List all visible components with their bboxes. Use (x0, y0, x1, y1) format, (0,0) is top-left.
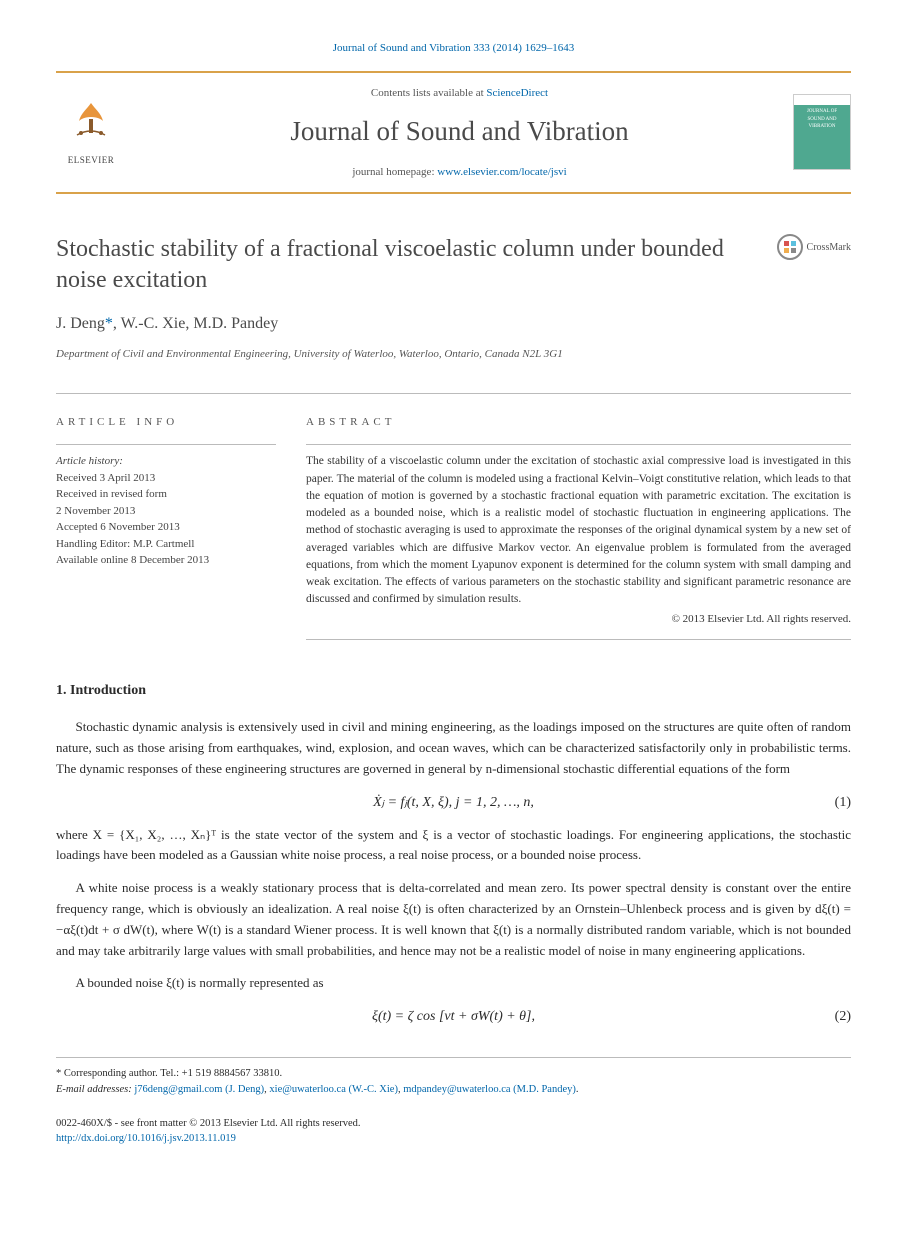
equation-2: ξ(t) = ζ cos [νt + σW(t) + θ], (2) (56, 1006, 851, 1027)
eq1-body: Ẋⱼ = fⱼ(t, X, ξ), j = 1, 2, …, n, (373, 795, 534, 810)
history-received: Received 3 April 2013 (56, 470, 276, 487)
doi-link[interactable]: http://dx.doi.org/10.1016/j.jsv.2013.11.… (56, 1133, 236, 1144)
article-info-heading: ARTICLE INFO (56, 414, 276, 431)
history-revised-2: 2 November 2013 (56, 503, 276, 520)
contents-line: Contents lists available at ScienceDirec… (136, 85, 783, 102)
cover-label: JOURNAL OF SOUND AND VIBRATION (798, 108, 846, 131)
contents-prefix: Contents lists available at (371, 87, 486, 99)
elsevier-tree-icon (67, 97, 115, 145)
history-editor: Handling Editor: M.P. Cartmell (56, 536, 276, 553)
history-online: Available online 8 December 2013 (56, 552, 276, 569)
homepage-link[interactable]: www.elsevier.com/locate/jsvi (437, 166, 566, 178)
author-1: J. Deng (56, 315, 105, 332)
affiliation: Department of Civil and Environmental En… (56, 346, 851, 363)
author-rest: , W.-C. Xie, M.D. Pandey (113, 315, 278, 332)
intro-p3: A white noise process is a weakly statio… (56, 878, 851, 961)
journal-cover-thumb: JOURNAL OF SOUND AND VIBRATION (793, 94, 851, 170)
email-label: E-mail addresses: (56, 1084, 134, 1095)
journal-name: Journal of Sound and Vibration (136, 111, 783, 152)
abstract-heading: ABSTRACT (306, 414, 851, 431)
publisher-name: ELSEVIER (56, 154, 126, 168)
equation-1: Ẋⱼ = fⱼ(t, X, ξ), j = 1, 2, …, n, (1) (56, 792, 851, 813)
homepage-line: journal homepage: www.elsevier.com/locat… (136, 164, 783, 181)
article-history: Article history: Received 3 April 2013 R… (56, 444, 276, 569)
email-2[interactable]: xie@uwaterloo.ca (W.-C. Xie) (269, 1084, 398, 1095)
abstract-body: The stability of a viscoelastic column u… (306, 455, 851, 605)
journal-reference: Journal of Sound and Vibration 333 (2014… (56, 40, 851, 57)
email-end: . (576, 1084, 579, 1095)
homepage-prefix: journal homepage: (352, 166, 437, 178)
page-footer-meta: 0022-460X/$ - see front matter © 2013 El… (56, 1116, 851, 1148)
crossmark-icon (777, 234, 803, 260)
author-list: J. Deng*, W.-C. Xie, M.D. Pandey (56, 312, 851, 336)
email-line: E-mail addresses: j76deng@gmail.com (J. … (56, 1082, 851, 1098)
footnotes: * Corresponding author. Tel.: +1 519 888… (56, 1057, 851, 1098)
article-title: Stochastic stability of a fractional vis… (56, 234, 777, 296)
corresponding-author-note: * Corresponding author. Tel.: +1 519 888… (56, 1066, 851, 1082)
intro-p2: where X = {X₁, X₂, …, Xₙ}ᵀ is the state … (56, 825, 851, 867)
history-label: Article history: (56, 453, 276, 470)
abstract-copyright: © 2013 Elsevier Ltd. All rights reserved… (306, 611, 851, 628)
publisher-logo: ELSEVIER (56, 97, 126, 168)
email-1[interactable]: j76deng@gmail.com (J. Deng) (134, 1084, 264, 1095)
eq2-number: (2) (835, 1006, 851, 1027)
corresponding-mark: * (105, 315, 113, 332)
history-revised-1: Received in revised form (56, 486, 276, 503)
intro-p4: A bounded noise ξ(t) is normally represe… (56, 973, 851, 994)
journal-header: ELSEVIER Contents lists available at Sci… (56, 71, 851, 195)
crossmark-label: CrossMark (807, 240, 851, 255)
email-3[interactable]: mdpandey@uwaterloo.ca (M.D. Pandey) (403, 1084, 576, 1095)
history-accepted: Accepted 6 November 2013 (56, 519, 276, 536)
eq1-number: (1) (835, 792, 851, 813)
abstract-text: The stability of a viscoelastic column u… (306, 444, 851, 640)
eq2-body: ξ(t) = ζ cos [νt + σW(t) + θ], (372, 1009, 535, 1024)
section-1-title: 1. Introduction (56, 680, 851, 701)
intro-p1: Stochastic dynamic analysis is extensive… (56, 717, 851, 779)
crossmark-badge[interactable]: CrossMark (777, 234, 851, 260)
issn-line: 0022-460X/$ - see front matter © 2013 El… (56, 1116, 851, 1132)
sciencedirect-link[interactable]: ScienceDirect (486, 87, 548, 99)
